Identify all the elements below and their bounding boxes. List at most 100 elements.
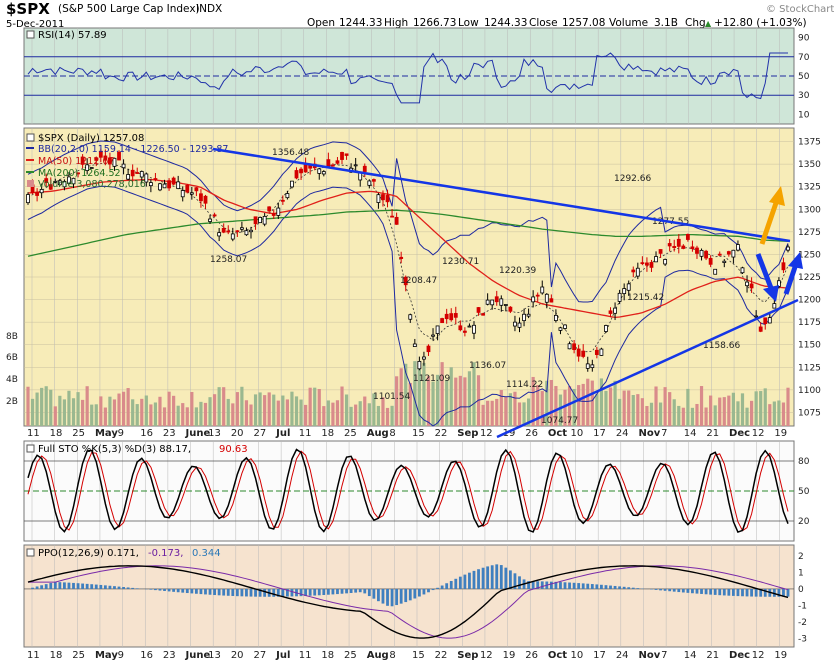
x-tick-label: 15	[412, 428, 425, 439]
ppo-histogram-bar	[117, 586, 121, 589]
volume-bar	[67, 390, 71, 426]
ohlc-summary: Open 1244.33 High 1266.73 Low 1244.33 Cl…	[307, 17, 807, 29]
price-annotation: 1230.71	[442, 257, 479, 267]
x-tick-label: 12	[752, 428, 765, 439]
volume-bar	[590, 380, 594, 426]
ppo-histogram-bar	[149, 588, 153, 590]
ppo-legend-main: PPO(12,26,9) 0.171,	[38, 548, 139, 559]
ppo-histogram-bar	[481, 567, 485, 589]
ppo-histogram-bar	[281, 588, 285, 597]
price-annotation: 1208.47	[400, 276, 437, 286]
ppo-histogram-bar	[99, 584, 103, 589]
x-tick-label: 18	[321, 428, 334, 439]
x-tick-label: Jul	[275, 428, 290, 439]
volume-bar	[663, 387, 667, 426]
volume-bar	[372, 393, 376, 426]
candle-body	[754, 315, 759, 318]
chg-up-icon: ▲	[705, 19, 712, 28]
y-tick-label: 0	[798, 585, 804, 595]
candle-body	[444, 313, 449, 320]
volume-bar	[290, 391, 294, 426]
volume-bar	[299, 399, 303, 426]
volume-bar	[517, 402, 522, 426]
candle-body	[76, 172, 80, 175]
ppo-histogram-bar	[381, 588, 385, 604]
ppo-histogram-bar	[163, 588, 166, 591]
candle-body	[663, 259, 668, 265]
y-tick-label: 1175	[798, 318, 821, 328]
ppo-histogram-bar	[390, 588, 394, 607]
ppo-line	[27, 565, 789, 639]
candle-body	[162, 183, 167, 189]
volume-bar	[504, 396, 508, 426]
candle-body	[631, 269, 636, 273]
close-value: 1257.08	[562, 17, 605, 29]
ppo-histogram-bar	[549, 581, 553, 589]
ppo-histogram-bar	[135, 588, 139, 589]
candle-body	[390, 215, 394, 218]
ppo-histogram-bar	[322, 588, 326, 596]
volume-value: 3.1B	[654, 17, 678, 29]
high-label: High	[384, 17, 408, 29]
ppo-legend: PPO(12,26,9) 0.171, -0.173, 0.344	[26, 548, 221, 559]
price-annotation: 1356.48	[272, 148, 309, 158]
volume-bar	[445, 379, 449, 426]
volume-tick-label: 2B	[6, 397, 18, 407]
y-tick-label: 1375	[798, 138, 821, 148]
ppo-histogram-bar	[44, 584, 48, 589]
x-tick-label: Oct	[548, 428, 567, 439]
volume-bar	[490, 400, 494, 426]
candle-body	[690, 246, 695, 250]
ppo-histogram-bar	[468, 572, 471, 589]
candle-body	[608, 310, 613, 314]
blue-down-arrow-icon	[755, 253, 779, 302]
ppo-histogram-bar	[604, 585, 608, 589]
candle-body	[53, 180, 58, 183]
ppo-histogram-bar	[58, 582, 62, 589]
ppo-histogram-bar	[454, 578, 458, 589]
ppo-histogram-bar	[659, 588, 662, 591]
volume-bar	[686, 388, 690, 426]
volume-bar	[454, 377, 458, 426]
volume-bar	[121, 391, 126, 426]
x-tick-label: 27	[253, 650, 266, 661]
candle-body	[490, 299, 495, 306]
volume-bar	[263, 395, 267, 426]
candle-body	[676, 238, 681, 247]
ppo-histogram-bar	[308, 588, 312, 596]
volume-bar	[94, 404, 98, 426]
x-tick-label: 19	[503, 428, 516, 439]
ppo-histogram-bar	[722, 588, 726, 596]
volume-bar	[531, 376, 535, 426]
volume-bar	[317, 388, 321, 426]
x-tick-label: 17	[593, 428, 606, 439]
ppo-histogram-bar	[786, 588, 790, 597]
candle-body	[258, 217, 262, 224]
ppo-histogram-bar	[194, 588, 198, 594]
candle-body	[453, 313, 458, 318]
candle-body	[554, 314, 558, 321]
ppo-histogram-bar	[750, 588, 753, 597]
x-tick-label: Jul	[275, 650, 290, 661]
volume-bar	[513, 391, 517, 426]
ppo-histogram-bar	[718, 588, 722, 596]
ppo-histogram-bar	[258, 588, 262, 597]
y-tick-label: -2	[798, 618, 807, 628]
volume-bar	[545, 380, 549, 426]
candle-body	[431, 334, 435, 337]
candle-body	[681, 245, 686, 249]
candle-body	[522, 313, 526, 322]
rsi-line	[27, 52, 788, 104]
ppo-histogram-bar	[745, 588, 749, 597]
volume-bar	[781, 402, 786, 426]
candle-body	[230, 233, 235, 240]
candle-body	[635, 267, 640, 277]
candle-body	[194, 187, 199, 192]
x-tick-label: 26	[525, 650, 538, 661]
candle-body	[567, 343, 572, 350]
volume-bar	[340, 386, 344, 426]
ppo-histogram-bar	[554, 581, 558, 589]
ppo-histogram-bar	[681, 588, 685, 593]
ppo-histogram-bar	[777, 588, 781, 597]
x-tick-label: Sep	[457, 650, 478, 661]
